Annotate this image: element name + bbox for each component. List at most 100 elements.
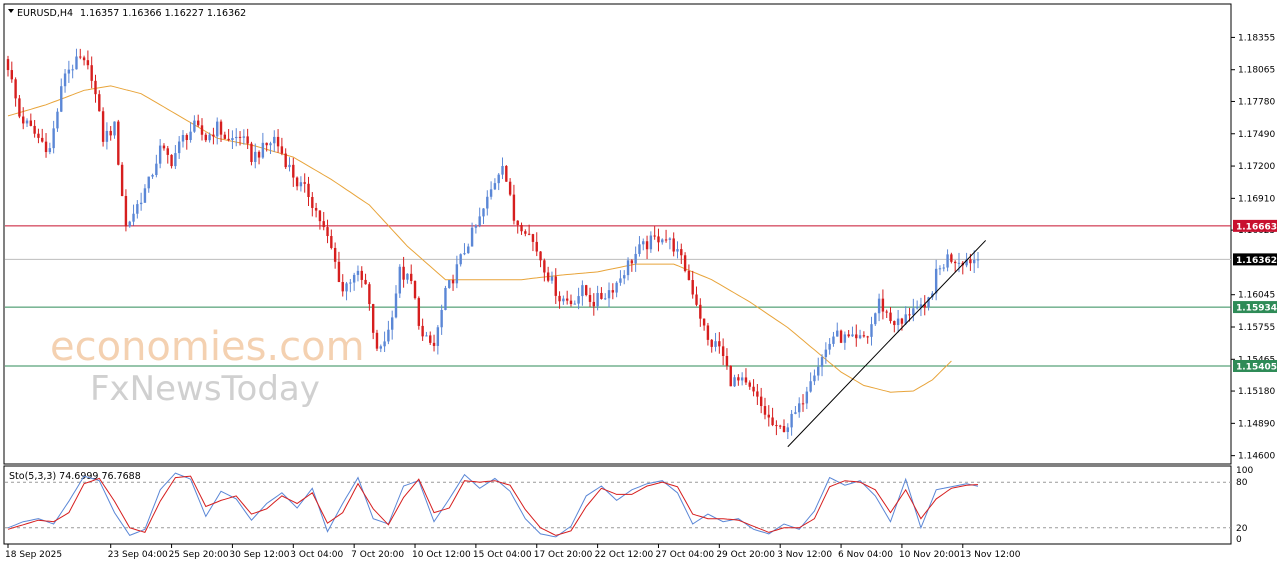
candle-body <box>896 318 900 326</box>
current-price-line-tag-label: 1.16362 <box>1236 256 1277 266</box>
candle-body <box>543 260 546 273</box>
candle-body <box>132 213 135 222</box>
candle-body <box>242 136 246 138</box>
candle-body <box>642 241 645 245</box>
candle-body <box>311 196 314 208</box>
time-tick-label: 6 Nov 04:00 <box>838 550 893 560</box>
candle-body <box>680 249 683 256</box>
candle-body <box>63 73 67 87</box>
candle-body <box>269 143 272 146</box>
candle-body <box>417 298 421 326</box>
candle-body <box>927 297 930 308</box>
candle-body <box>185 135 188 140</box>
candle-body <box>292 164 295 178</box>
candle-body <box>379 346 382 349</box>
candle-body <box>459 254 462 265</box>
candle-body <box>455 264 459 284</box>
candle-body <box>41 137 44 142</box>
candle-body <box>425 335 428 337</box>
price-tick-label: 1.15180 <box>1238 387 1275 397</box>
candle-body <box>942 267 945 269</box>
candle-body <box>782 426 786 432</box>
candle-body <box>683 255 687 271</box>
candle-body <box>231 138 234 140</box>
candle-body <box>330 236 333 248</box>
candle-body <box>345 283 348 292</box>
candle-body <box>634 253 637 264</box>
candle-body <box>14 79 17 99</box>
candle-body <box>619 278 622 283</box>
candle-body <box>505 165 508 182</box>
price-tick-label: 1.14890 <box>1238 419 1275 429</box>
candle-body <box>596 292 599 307</box>
candle-body <box>120 164 124 196</box>
candle-body <box>410 273 413 282</box>
stochastic-signal-line <box>7 475 979 536</box>
candle-body <box>691 280 694 295</box>
current-price-line-tag <box>1233 253 1277 266</box>
candle-body <box>181 135 185 142</box>
candle-body <box>368 284 371 305</box>
sto-level-label: 20 <box>1236 524 1248 534</box>
candle-body <box>512 194 516 221</box>
candle-body <box>219 121 223 135</box>
candle-body <box>501 165 504 175</box>
candle-body <box>128 221 131 227</box>
candle-body <box>246 136 249 144</box>
price-tick-label: 1.16045 <box>1238 291 1275 301</box>
candle-body <box>448 280 451 288</box>
candle-body <box>702 318 706 326</box>
time-tick-label: 30 Sep 12:00 <box>229 550 289 560</box>
candle-body <box>725 355 729 366</box>
price-tick-label: 1.16910 <box>1238 194 1275 204</box>
candle-body <box>900 318 904 324</box>
candle-body <box>227 138 230 140</box>
moving-average-line <box>7 85 952 393</box>
candle-body <box>748 382 751 387</box>
sto-level-label: 0 <box>1236 535 1242 545</box>
candle-body <box>189 131 192 140</box>
candle-body <box>280 146 284 154</box>
main-panel-frame <box>3 3 1232 465</box>
candle-body <box>432 342 436 346</box>
candle-body <box>965 259 968 266</box>
candle-body <box>706 325 710 340</box>
candle-body <box>550 276 554 281</box>
candle-body <box>953 261 957 264</box>
candle-body <box>919 304 923 307</box>
candle-body <box>204 134 208 141</box>
candle-body <box>136 204 139 214</box>
time-tick-label: 15 Oct 04:00 <box>473 550 532 560</box>
candle-body <box>771 417 774 426</box>
candle-body <box>18 98 21 117</box>
time-tick-label: 22 Oct 12:00 <box>595 550 654 560</box>
candle-body <box>177 141 181 154</box>
price-tick-label: 1.17490 <box>1238 130 1275 140</box>
candle-body <box>657 236 660 243</box>
candle-body <box>976 259 980 261</box>
candle-body <box>714 341 717 347</box>
candle-body <box>828 343 831 350</box>
time-tick-label: 25 Sep 20:00 <box>169 550 229 560</box>
candle-body <box>337 261 341 283</box>
candle-body <box>86 60 90 66</box>
collapse-triangle-icon[interactable] <box>8 9 14 13</box>
candle-body <box>238 136 242 138</box>
candle-body <box>170 154 173 167</box>
candle-body <box>626 260 630 276</box>
candle-body <box>687 270 691 281</box>
candle-body <box>37 133 40 138</box>
symbol-label: EURUSD,H4 <box>17 8 73 19</box>
support-trendline[interactable] <box>787 240 987 448</box>
support-line-1-tag <box>1233 301 1277 314</box>
candle-body <box>573 303 576 305</box>
candle-body <box>390 317 394 330</box>
time-tick-label: 17 Oct 20:00 <box>534 550 593 560</box>
support-line-2-tag <box>1233 359 1277 372</box>
price-tick-label: 1.15755 <box>1238 323 1275 333</box>
watermark-economies: economies.com <box>50 324 365 370</box>
candle-body <box>124 195 128 227</box>
candle-body <box>729 365 732 387</box>
candle-body <box>6 59 10 71</box>
